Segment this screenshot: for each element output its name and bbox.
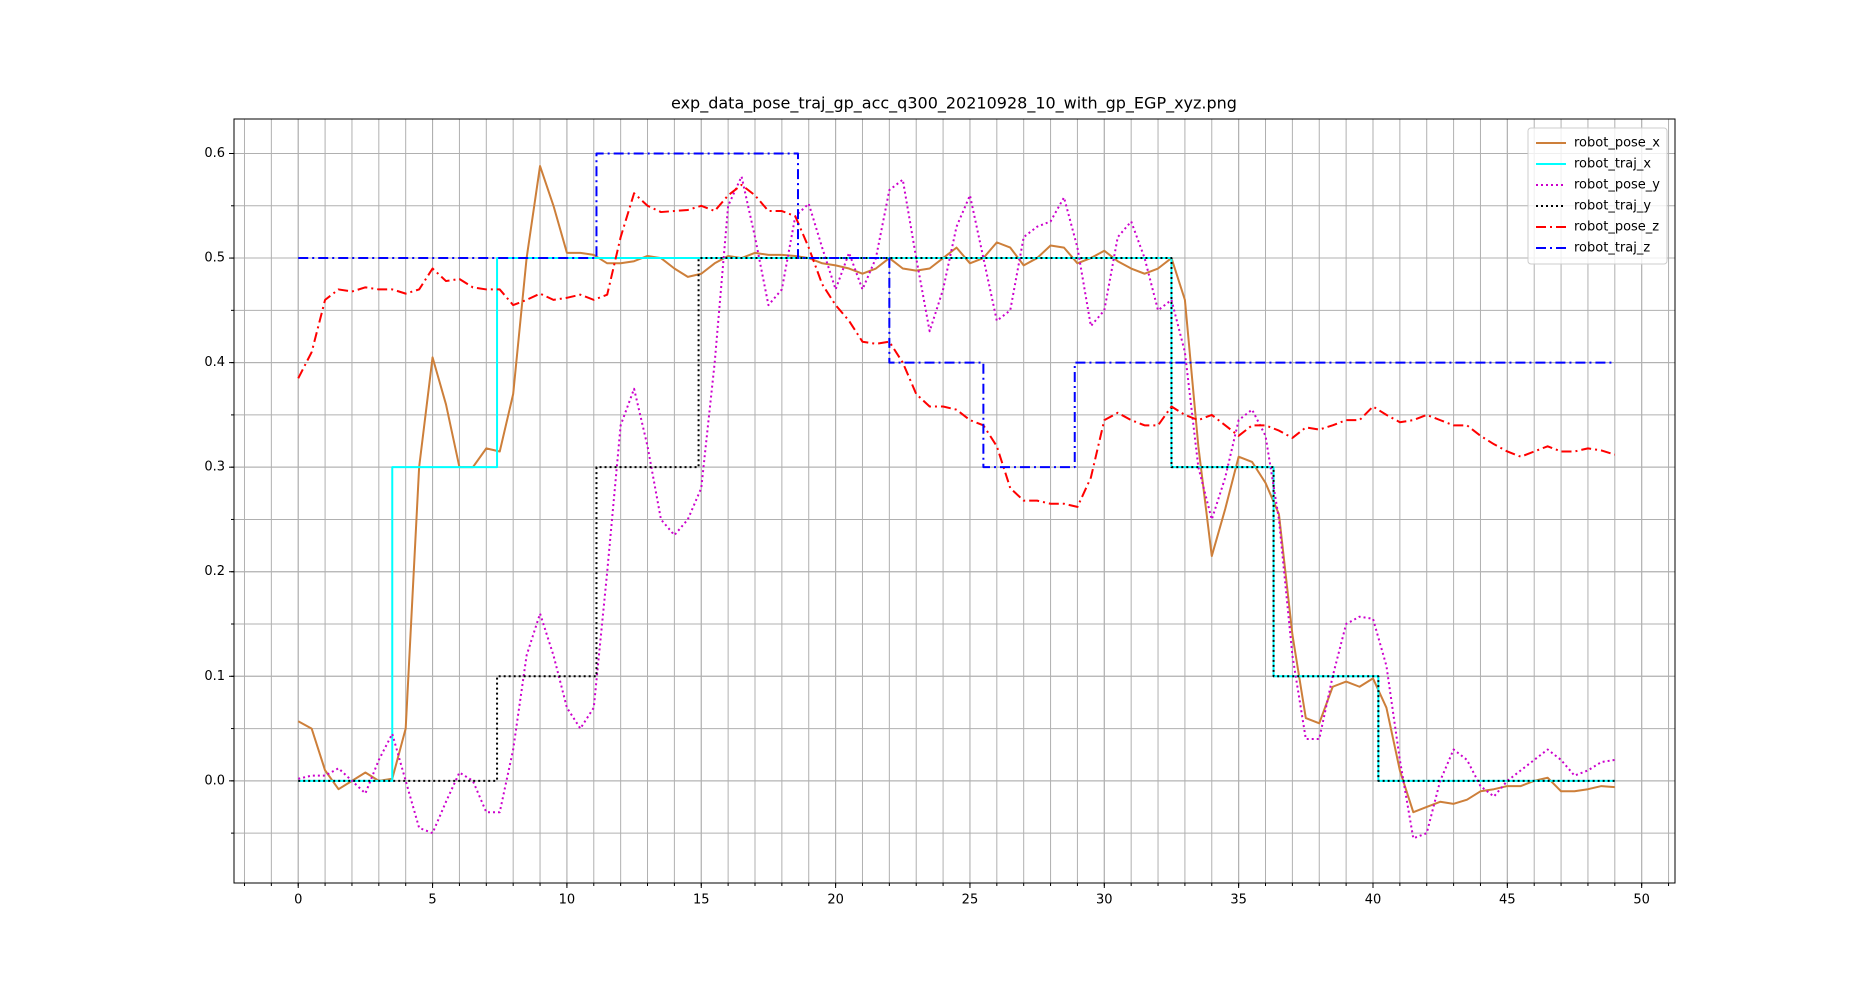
legend-box bbox=[1527, 127, 1668, 265]
x-tick-label: 20 bbox=[827, 893, 844, 908]
legend-label: robot_traj_z bbox=[1574, 241, 1650, 256]
x-tick-label: 0 bbox=[294, 893, 302, 908]
y-tick-label: 0.1 bbox=[204, 669, 225, 684]
x-tick-label: 35 bbox=[1230, 893, 1247, 908]
y-tick-label: 0.5 bbox=[204, 251, 225, 266]
plot-frame bbox=[233, 118, 1676, 884]
series-line bbox=[297, 183, 1616, 508]
x-tick-label: 40 bbox=[1365, 893, 1382, 908]
series-line bbox=[297, 175, 1615, 840]
y-tick-label: 0.0 bbox=[204, 773, 225, 788]
legend-label: robot_pose_z bbox=[1574, 220, 1659, 235]
chart-title: exp_data_pose_traj_gp_acc_q300_20210928_… bbox=[671, 94, 1237, 114]
legend-label: robot_pose_y bbox=[1574, 178, 1660, 193]
x-tick-label: 50 bbox=[1633, 893, 1650, 908]
x-tick-label: 5 bbox=[428, 893, 436, 908]
x-tick-label: 15 bbox=[693, 893, 710, 908]
x-tick-label: 30 bbox=[1096, 893, 1113, 908]
x-tick-label: 45 bbox=[1499, 893, 1516, 908]
series-line bbox=[298, 152, 1615, 469]
y-tick-label: 0.3 bbox=[204, 460, 225, 475]
x-tick-label: 25 bbox=[962, 893, 979, 908]
x-tick-label: 10 bbox=[559, 893, 576, 908]
y-tick-label: 0.4 bbox=[204, 355, 225, 370]
legend-label: robot_pose_x bbox=[1574, 136, 1660, 151]
y-tick-label: 0.6 bbox=[204, 146, 225, 161]
legend-label: robot_traj_y bbox=[1574, 199, 1651, 214]
legend-label: robot_traj_x bbox=[1574, 157, 1651, 172]
series-line bbox=[297, 165, 1615, 814]
y-tick-label: 0.2 bbox=[204, 564, 225, 579]
